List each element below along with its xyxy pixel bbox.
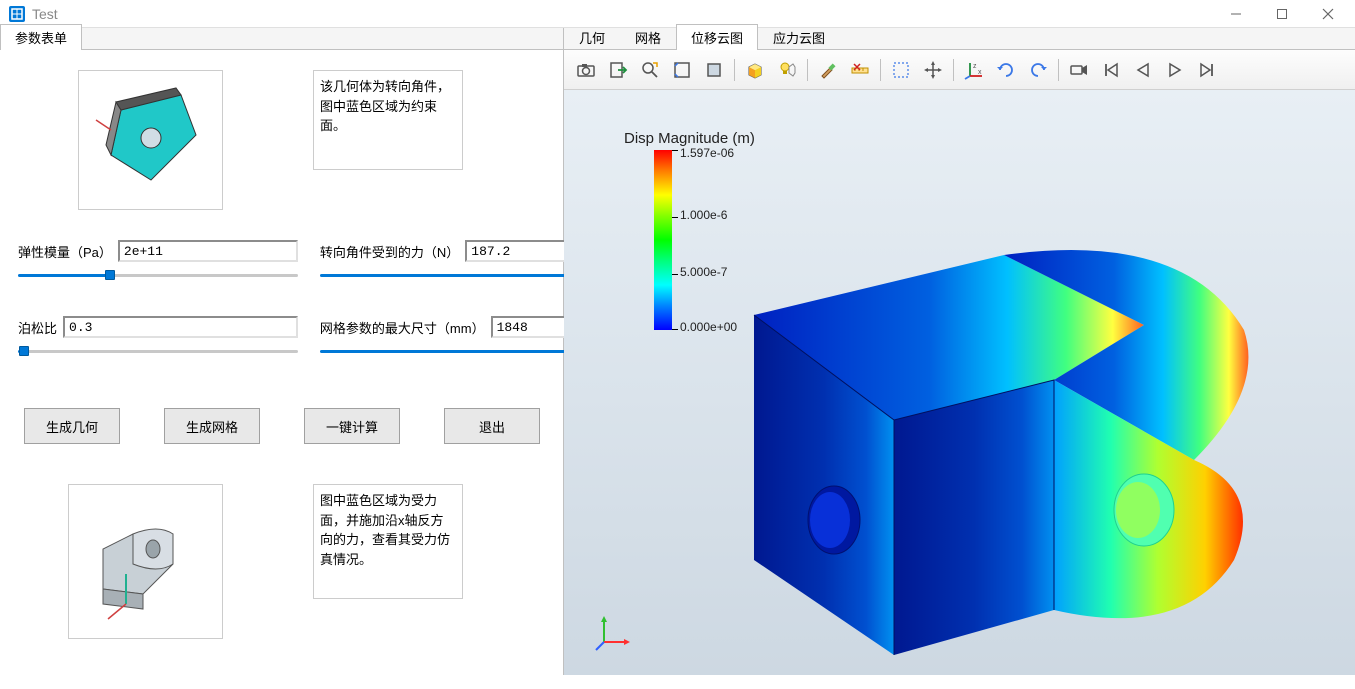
select-face-icon[interactable] xyxy=(700,56,728,84)
poisson-slider[interactable] xyxy=(18,344,298,358)
rotate-ccw-icon[interactable] xyxy=(1024,56,1052,84)
result-model xyxy=(624,130,1355,675)
window-controls xyxy=(1225,3,1347,25)
param-poisson: 泊松比 xyxy=(18,316,298,358)
orientation-triad xyxy=(594,612,634,655)
elastic-modulus-label: 弹性模量（Pa） xyxy=(18,242,112,261)
svg-text:z: z xyxy=(973,63,977,70)
skip-end-icon[interactable] xyxy=(1193,56,1221,84)
svg-text:x: x xyxy=(978,69,982,76)
force-label: 转向角件受到的力（N） xyxy=(320,242,459,261)
exit-button[interactable]: 退出 xyxy=(444,408,540,444)
toolbar-separator xyxy=(953,59,954,81)
tab-view-3[interactable]: 应力云图 xyxy=(758,24,840,50)
brush-icon[interactable] xyxy=(814,56,842,84)
select-rect-icon[interactable] xyxy=(668,56,696,84)
right-panel: 几何网格位移云图应力云图 zx Disp Magnitude (m) xyxy=(564,28,1355,675)
rotate-cw-icon[interactable] xyxy=(992,56,1020,84)
left-panel: 参数表单 该几何体为转向角件，图中蓝色区域为约束面。 xyxy=(0,28,564,675)
app-icon xyxy=(8,5,26,23)
window-title: Test xyxy=(32,6,1225,22)
generate-mesh-button[interactable]: 生成网格 xyxy=(164,408,260,444)
param-elastic-modulus: 弹性模量（Pa） xyxy=(18,240,298,282)
viewport-toolbar: zx xyxy=(564,50,1355,90)
toolbar-separator xyxy=(807,59,808,81)
geometry-thumbnail-2 xyxy=(68,484,223,639)
toolbar-separator xyxy=(1058,59,1059,81)
elastic-modulus-input[interactable] xyxy=(118,240,298,262)
toolbar-separator xyxy=(880,59,881,81)
record-icon[interactable] xyxy=(1065,56,1093,84)
ruler-x-icon[interactable] xyxy=(846,56,874,84)
param-body: 该几何体为转向角件，图中蓝色区域为约束面。 弹性模量（Pa） 转向角件受到的力（… xyxy=(0,50,563,689)
right-tab-header: 几何网格位移云图应力云图 xyxy=(564,28,1355,50)
tab-view-1[interactable]: 网格 xyxy=(620,24,676,50)
left-tab-header: 参数表单 xyxy=(0,28,563,50)
maximize-button[interactable] xyxy=(1271,3,1293,25)
play-icon[interactable] xyxy=(1161,56,1189,84)
mesh-size-label: 网格参数的最大尺寸（mm） xyxy=(320,318,485,337)
poisson-input[interactable] xyxy=(63,316,298,338)
generate-geometry-button[interactable]: 生成几何 xyxy=(24,408,120,444)
axis-icon[interactable]: zx xyxy=(960,56,988,84)
box-grad-icon[interactable] xyxy=(741,56,769,84)
tab-view-2[interactable]: 位移云图 xyxy=(676,24,758,50)
pan-icon[interactable] xyxy=(919,56,947,84)
elastic-modulus-slider[interactable] xyxy=(18,268,298,282)
tab-view-0[interactable]: 几何 xyxy=(564,24,620,50)
skip-start-icon[interactable] xyxy=(1097,56,1125,84)
rubber-band-icon[interactable] xyxy=(887,56,915,84)
poisson-label: 泊松比 xyxy=(18,318,57,337)
export-icon[interactable] xyxy=(604,56,632,84)
tab-params[interactable]: 参数表单 xyxy=(0,24,82,50)
lightbulb-icon[interactable] xyxy=(773,56,801,84)
toolbar-separator xyxy=(734,59,735,81)
camera-icon[interactable] xyxy=(572,56,600,84)
close-button[interactable] xyxy=(1317,3,1339,25)
viewport-3d[interactable]: Disp Magnitude (m) xyxy=(564,90,1355,675)
description-2: 图中蓝色区域为受力面，并施加沿x轴反方向的力，查看其受力仿真情况。 xyxy=(313,484,463,599)
minimize-button[interactable] xyxy=(1225,3,1247,25)
step-back-icon[interactable] xyxy=(1129,56,1157,84)
zoom-fit-icon[interactable] xyxy=(636,56,664,84)
geometry-thumbnail-1 xyxy=(78,70,223,210)
compute-button[interactable]: 一键计算 xyxy=(304,408,400,444)
description-1: 该几何体为转向角件，图中蓝色区域为约束面。 xyxy=(313,70,463,170)
